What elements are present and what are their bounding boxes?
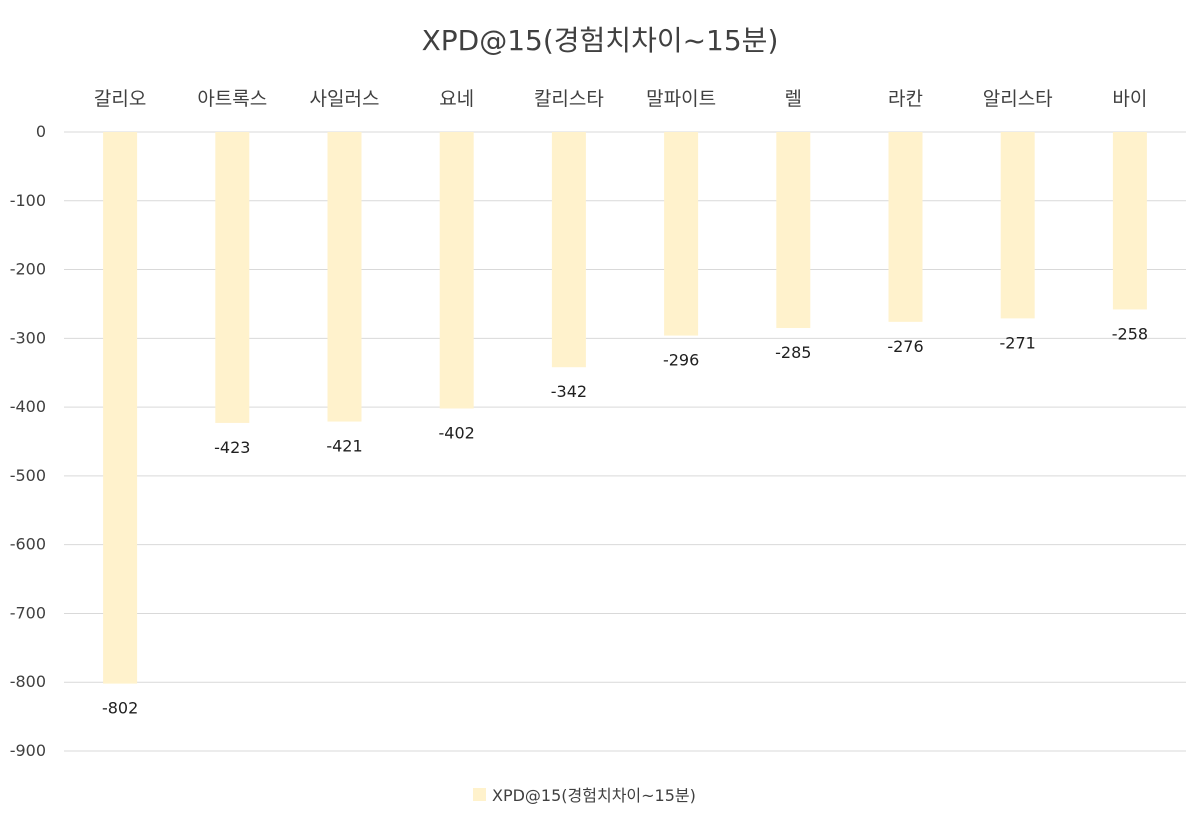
data-label: -271 [1000, 333, 1036, 352]
y-tick-label: -600 [10, 535, 46, 554]
category-labels: 갈리오 아트록스 사일러스 요네 칼리스타 말파이트 렐 라칸 알리스타 바이 [94, 88, 1148, 110]
bar [439, 132, 474, 409]
bar [103, 132, 138, 684]
data-label: -342 [551, 382, 587, 401]
legend: XPD@15(경험치차이~15분) [473, 786, 696, 805]
bar [551, 132, 586, 368]
data-labels: -802 -423 -421 -402 -342 -296 -285 -276 -271 -258 [102, 324, 1148, 717]
y-tick-label: 0 [36, 122, 46, 141]
category-label: 칼리스타 [534, 88, 604, 110]
category-label: 아트록스 [197, 88, 267, 110]
bar [776, 132, 811, 329]
gridlines [64, 131, 1186, 752]
y-tick-label: -200 [10, 260, 46, 279]
y-tick-label: -500 [10, 466, 46, 485]
data-label: -402 [439, 423, 475, 442]
data-label: -423 [214, 438, 250, 457]
y-tick-label: -100 [10, 191, 46, 210]
y-axis-ticks: 0 -100 -200 -300 -400 -500 -600 -700 -800 -900 [10, 122, 46, 760]
data-label: -258 [1112, 324, 1148, 343]
category-label: 요네 [439, 88, 474, 110]
bar-series [103, 132, 1147, 684]
category-label: 바이 [1112, 88, 1147, 110]
chart-title: XPD@15(경험치차이~15분) [422, 24, 779, 57]
y-tick-label: -900 [10, 741, 46, 760]
category-label: 렐 [785, 88, 802, 110]
data-label: -285 [775, 343, 811, 362]
bar [1000, 132, 1035, 319]
legend-label: XPD@15(경험치차이~15분) [492, 786, 696, 805]
bar [215, 132, 250, 423]
bar [888, 132, 923, 322]
category-label: 갈리오 [94, 88, 146, 110]
bar [664, 132, 699, 336]
category-label: 말파이트 [646, 88, 716, 110]
y-tick-label: -400 [10, 397, 46, 416]
category-label: 알리스타 [983, 88, 1053, 110]
data-label: -296 [663, 351, 699, 370]
legend-swatch [473, 788, 486, 801]
y-tick-label: -700 [10, 603, 46, 622]
y-tick-label: -800 [10, 672, 46, 691]
category-label: 라칸 [888, 88, 923, 110]
bar [1112, 132, 1147, 310]
category-label: 사일러스 [310, 88, 380, 110]
bar [327, 132, 362, 422]
y-tick-label: -300 [10, 328, 46, 347]
data-label: -276 [887, 337, 923, 356]
data-label: -802 [102, 699, 138, 718]
data-label: -421 [326, 437, 362, 456]
